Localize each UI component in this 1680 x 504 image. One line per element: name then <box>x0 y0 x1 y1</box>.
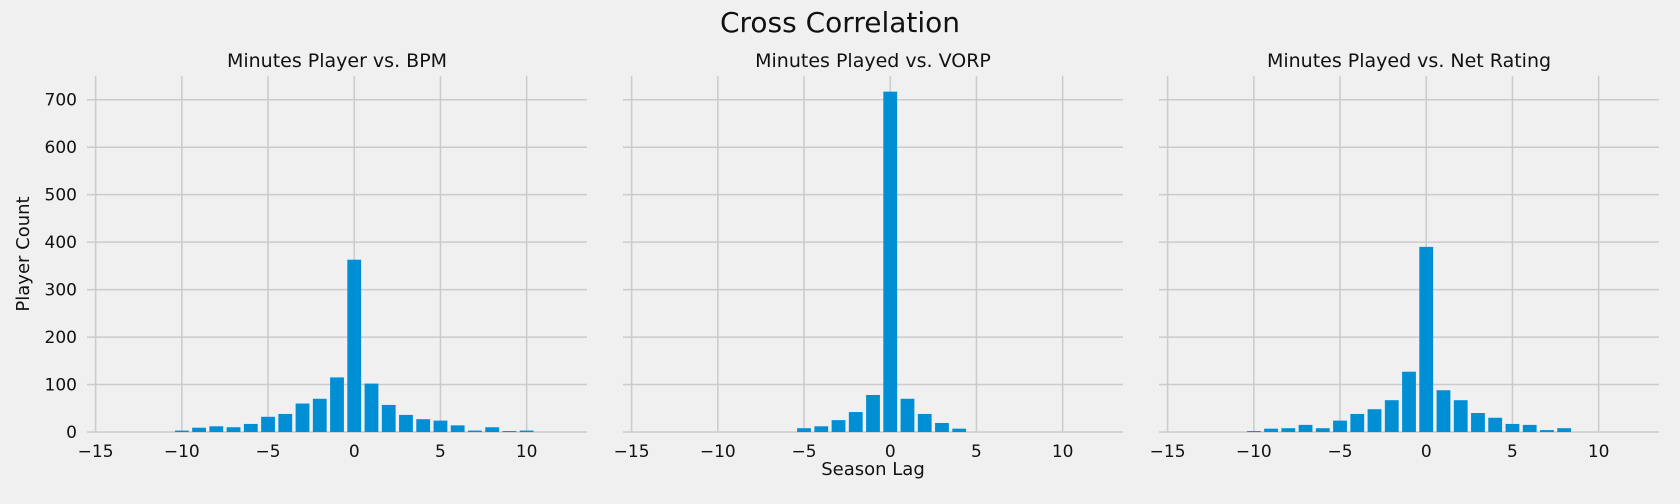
bar <box>433 420 448 432</box>
bar <box>450 425 465 432</box>
figure-title: Cross Correlation <box>720 6 960 39</box>
y-tick-label: 200 <box>45 328 77 348</box>
y-tick-label: 500 <box>45 186 77 206</box>
x-tick-label: −5 <box>256 442 281 462</box>
x-tick-label: −10 <box>1236 442 1272 462</box>
x-tick-label: 5 <box>971 442 982 462</box>
bar <box>1246 431 1261 432</box>
y-tick-label: 600 <box>45 138 77 158</box>
bar <box>1488 417 1503 432</box>
bar <box>364 383 379 432</box>
bar <box>883 91 898 432</box>
y-tick-label: 400 <box>45 233 77 253</box>
bar <box>1505 423 1520 432</box>
bar <box>1402 371 1416 432</box>
bar <box>797 428 811 432</box>
bar <box>1419 246 1434 432</box>
bar <box>1281 428 1296 432</box>
bar <box>243 423 258 432</box>
panel-title: Minutes Played vs. Net Rating <box>1267 50 1551 72</box>
bar <box>1264 428 1278 432</box>
bar <box>209 426 224 432</box>
bar <box>174 430 189 432</box>
y-tick-label: 300 <box>45 281 77 301</box>
bar <box>295 403 310 432</box>
x-axis-label: Season Lag <box>821 459 925 480</box>
x-tick-label: −15 <box>1150 442 1186 462</box>
x-tick-label: 10 <box>1588 442 1610 462</box>
x-tick-label: 10 <box>1052 442 1074 462</box>
panel-title: Minutes Played vs. VORP <box>755 50 991 72</box>
bar <box>1367 409 1382 432</box>
bar <box>416 419 431 432</box>
bar <box>468 430 482 432</box>
bar <box>1436 390 1451 432</box>
bar <box>261 416 275 432</box>
bar <box>1522 424 1537 432</box>
bar <box>866 394 880 432</box>
bar <box>917 413 932 432</box>
bar <box>935 422 949 432</box>
x-tick-label: 10 <box>516 442 538 462</box>
x-tick-label: −15 <box>78 442 114 462</box>
bar <box>1350 413 1365 432</box>
x-tick-label: 0 <box>1421 442 1432 462</box>
bar <box>1333 420 1347 432</box>
x-tick-label: 5 <box>435 442 446 462</box>
x-tick-label: 0 <box>885 442 896 462</box>
bar <box>399 414 413 432</box>
x-tick-label: 5 <box>1507 442 1518 462</box>
x-tick-label: −10 <box>700 442 736 462</box>
panel-title: Minutes Player vs. BPM <box>227 50 447 72</box>
bar <box>1315 428 1330 432</box>
x-tick-label: −10 <box>164 442 200 462</box>
x-tick-label: 0 <box>349 442 360 462</box>
bar <box>831 420 846 432</box>
chart-panel-1: −15 −10 −5 0 5 100100200300400500600700Minute… <box>13 50 587 462</box>
x-tick-label: −5 <box>1328 442 1353 462</box>
bar <box>226 427 241 432</box>
bar <box>1471 413 1485 432</box>
y-axis-label: Player Count <box>13 196 34 311</box>
bar <box>381 404 396 432</box>
bar <box>330 377 344 432</box>
bar <box>1540 430 1554 432</box>
bar <box>312 398 327 432</box>
bar <box>848 412 863 432</box>
bar <box>278 413 293 432</box>
y-tick-label: 700 <box>45 91 77 111</box>
bar <box>900 398 915 432</box>
bar <box>347 259 362 432</box>
bar <box>1384 400 1399 432</box>
x-tick-label: −5 <box>792 442 817 462</box>
bar <box>1453 400 1468 432</box>
bar <box>814 426 829 432</box>
bar <box>952 428 967 432</box>
bar <box>485 427 500 432</box>
chart-panel-2: −15 −10 −5 0 5 10 Minutes Played vs. VORP Seaso… <box>614 50 1123 480</box>
chart-panel-3: −15 −10 −5 0 5 10 Minutes Played vs. Net Ratin… <box>1150 50 1659 462</box>
bar <box>1557 428 1572 432</box>
x-tick-label: −15 <box>614 442 650 462</box>
bar <box>519 430 534 432</box>
bar <box>192 427 206 432</box>
bar <box>1298 424 1313 432</box>
bar <box>502 431 517 432</box>
y-tick-label: 100 <box>45 376 77 396</box>
y-tick-label: 0 <box>66 423 77 443</box>
